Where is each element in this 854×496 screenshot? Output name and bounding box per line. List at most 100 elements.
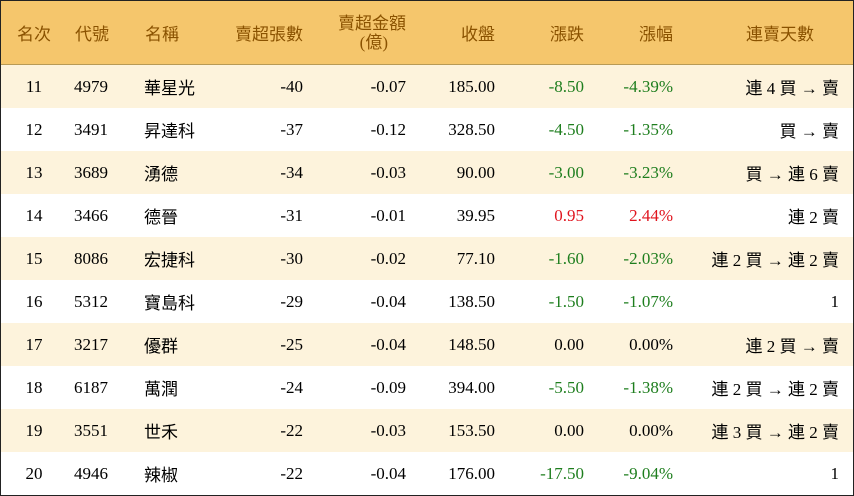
cell-lots: -34 [280,162,303,182]
cell-change: -4.50 [548,119,584,139]
col-header-close: 收盤 [461,25,495,44]
cell-lots: -22 [280,420,303,440]
table-row: 13 3689 湧德 -34 -0.03 90.00 -3.00 -3.23% 買 → 連 6 … [1,151,853,194]
cell-close: 328.50 [448,119,495,139]
cell-pct: 2.44% [629,205,673,225]
cell-amount: -0.09 [370,377,406,397]
table-row: 19 3551 世禾 -22 -0.03 153.50 0.00 0.00% 連 3 買 → 連… [1,409,853,452]
cell-name: 寶島科 [144,294,195,313]
cell-days: 1 [830,291,840,311]
cell-lots: -22 [280,463,303,483]
cell-change: 0.00 [554,334,584,354]
cell-rank: 14 [25,205,43,225]
cell-pct: -1.35% [623,119,673,139]
cell-name: 德晉 [144,208,178,227]
cell-days: 買 → 賣 [779,122,840,141]
cell-code: 5312 [74,291,108,311]
cell-code: 3217 [74,334,108,354]
cell-amount: -0.07 [370,76,406,96]
col-header-change: 漲跌 [550,25,584,44]
cell-change: -17.50 [540,463,584,483]
table-row: 12 3491 昇達科 -37 -0.12 328.50 -4.50 -1.35% 買 → 賣 [1,108,853,151]
cell-code: 3491 [74,119,108,139]
cell-lots: -30 [280,248,303,268]
cell-code: 4979 [74,76,108,96]
cell-change: 0.95 [554,205,584,225]
cell-code: 6187 [74,377,108,397]
cell-pct: -1.07% [623,291,673,311]
cell-name: 昇達科 [144,122,195,141]
cell-close: 148.50 [448,334,495,354]
cell-rank: 11 [25,76,43,96]
cell-lots: -40 [280,76,303,96]
cell-code: 3466 [74,205,108,225]
cell-amount: -0.02 [370,248,406,268]
cell-days: 連 2 買 → 賣 [745,337,840,356]
cell-amount: -0.04 [370,334,406,354]
col-header-rank: 名次 [17,25,51,44]
cell-rank: 12 [25,119,43,139]
col-header-code: 代號 [75,25,109,44]
cell-amount: -0.12 [370,119,406,139]
cell-lots: -25 [280,334,303,354]
cell-close: 77.10 [456,248,495,268]
cell-name: 萬潤 [144,380,178,399]
table-body: 11 4979 華星光 -40 -0.07 185.00 -8.50 -4.39% 連 4 買 … [1,65,853,495]
cell-amount: -0.04 [370,463,406,483]
cell-change: -1.60 [548,248,584,268]
cell-lots: -24 [280,377,303,397]
cell-rank: 16 [25,291,43,311]
cell-close: 138.50 [448,291,495,311]
cell-days: 連 2 賣 [788,208,839,227]
cell-pct: -1.38% [623,377,673,397]
cell-rank: 17 [25,334,43,354]
cell-name: 宏捷科 [144,251,195,270]
cell-code: 8086 [74,248,108,268]
table-header: 名次 代號 名稱 賣超張數 賣超金額 (億) 收盤 漲跌 漲幅 連賣天數 [1,1,853,65]
cell-change: -8.50 [548,76,584,96]
cell-rank: 18 [25,377,43,397]
table-row: 15 8086 宏捷科 -30 -0.02 77.10 -1.60 -2.03% 連 2 買 →… [1,237,853,280]
cell-name: 優群 [144,337,178,356]
cell-amount: -0.01 [370,205,406,225]
cell-rank: 13 [25,162,43,182]
cell-days: 1 [830,463,840,483]
col-header-name: 名稱 [145,25,179,44]
cell-lots: -37 [280,119,303,139]
table-row: 11 4979 華星光 -40 -0.07 185.00 -8.50 -4.39% 連 4 買 … [1,65,853,108]
cell-pct: -4.39% [623,76,673,96]
cell-change: 0.00 [554,420,584,440]
col-header-days: 連賣天數 [746,25,814,44]
col-header-lots: 賣超張數 [235,25,303,44]
cell-close: 394.00 [448,377,495,397]
cell-pct: -9.04% [623,463,673,483]
col-header-amount-line1: 賣超金額 [338,13,406,33]
cell-name: 辣椒 [144,466,178,485]
cell-days: 連 2 買 → 連 2 賣 [711,380,840,399]
cell-change: -3.00 [548,162,584,182]
cell-rank: 15 [25,248,43,268]
cell-pct: -2.03% [623,248,673,268]
table-row: 14 3466 德晉 -31 -0.01 39.95 0.95 2.44% 連 2 賣 [1,194,853,237]
cell-days: 連 3 買 → 連 2 賣 [711,423,840,442]
table-row: 17 3217 優群 -25 -0.04 148.50 0.00 0.00% 連 2 買 → 賣 [1,323,853,366]
cell-pct: 0.00% [629,420,673,440]
cell-name: 湧德 [144,165,178,184]
cell-pct: -3.23% [623,162,673,182]
cell-rank: 19 [25,420,43,440]
table-row: 16 5312 寶島科 -29 -0.04 138.50 -1.50 -1.07% 1 [1,280,853,323]
cell-name: 華星光 [144,79,195,98]
cell-days: 連 4 買 → 賣 [745,79,840,98]
col-header-amount-line2: (億) [359,32,388,52]
cell-code: 3689 [74,162,108,182]
cell-close: 176.00 [448,463,495,483]
cell-amount: -0.04 [370,291,406,311]
cell-rank: 20 [25,463,43,483]
col-header-pct: 漲幅 [639,25,673,44]
cell-code: 4946 [74,463,108,483]
cell-change: -5.50 [548,377,584,397]
cell-amount: -0.03 [370,420,406,440]
cell-lots: -29 [280,291,303,311]
cell-pct: 0.00% [629,334,673,354]
